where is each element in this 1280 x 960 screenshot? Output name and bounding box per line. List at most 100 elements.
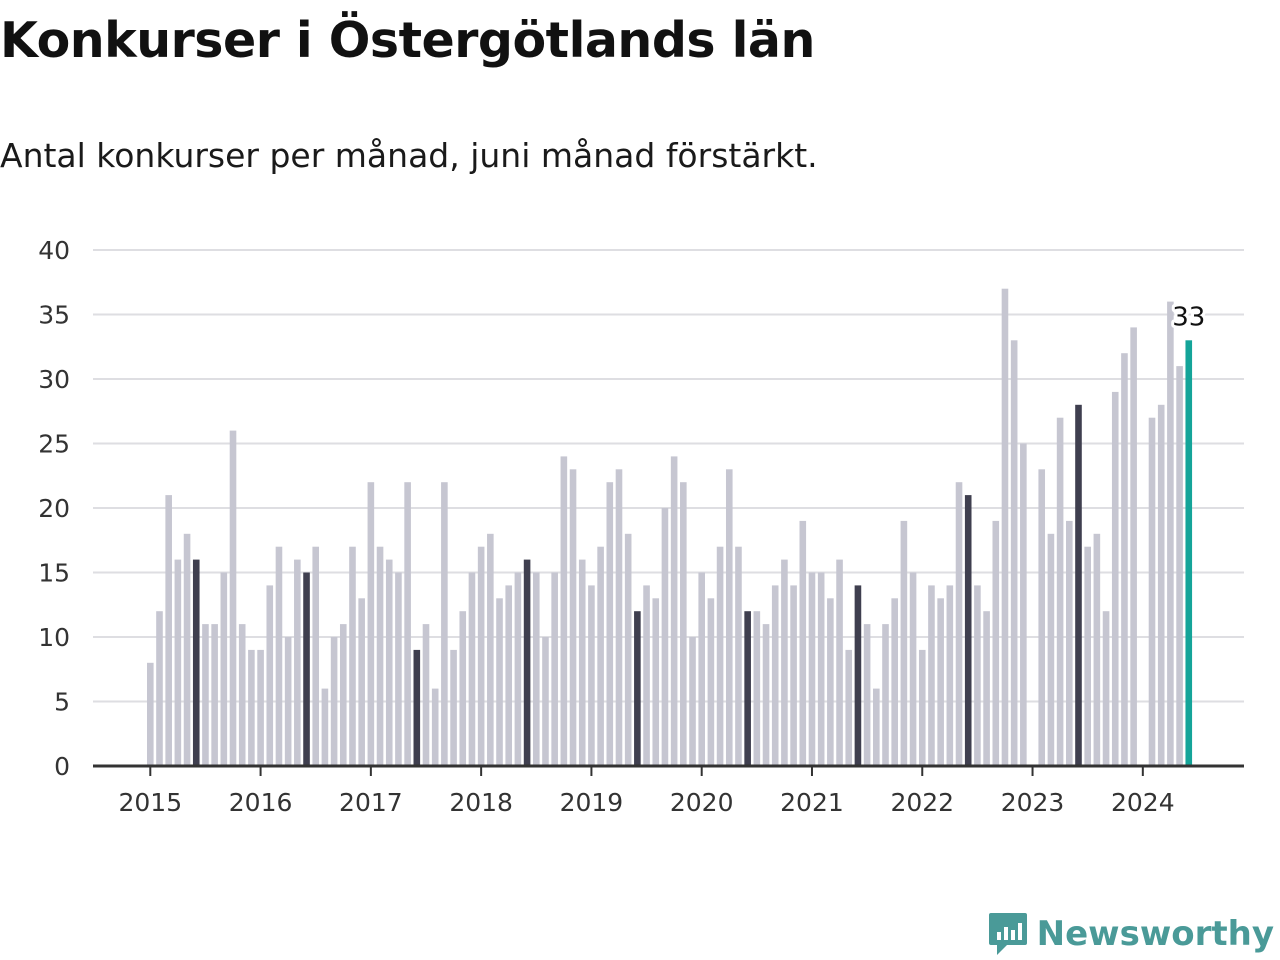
gridlines <box>93 249 1244 703</box>
bar <box>955 482 963 766</box>
y-axis-ticks: 0 5 10 15 20 25 30 35 40 <box>38 236 70 781</box>
bar <box>183 533 191 766</box>
bar <box>634 611 641 766</box>
bar <box>790 585 797 766</box>
bar-chart: 0 5 10 15 20 25 30 35 40 2015 2016 2017 2018 2019 202… <box>38 236 1244 817</box>
x-tick-label: 2022 <box>890 788 954 817</box>
bar <box>229 430 237 766</box>
bar <box>1010 340 1018 766</box>
bar <box>983 611 990 766</box>
bar <box>882 624 889 766</box>
bar <box>532 572 540 766</box>
bar <box>1093 533 1101 766</box>
bar <box>909 572 917 766</box>
bar <box>753 611 761 766</box>
bar <box>505 585 513 766</box>
bar <box>845 649 853 766</box>
x-tick-label: 2021 <box>780 788 844 817</box>
bar <box>1047 533 1055 766</box>
bar <box>238 624 246 766</box>
y-tick-label: 30 <box>38 365 70 394</box>
bar <box>597 546 604 766</box>
bar <box>643 585 650 766</box>
bar <box>992 520 1000 766</box>
x-tick-label: 2017 <box>339 788 403 817</box>
bar <box>156 611 163 766</box>
bar <box>744 611 751 766</box>
bar <box>698 572 705 766</box>
bar <box>1084 546 1091 766</box>
bar <box>542 637 549 766</box>
x-tick-label: 2019 <box>560 788 624 817</box>
bar <box>551 572 558 766</box>
bar <box>441 482 448 766</box>
bar <box>496 598 503 766</box>
bar <box>606 482 614 766</box>
bar <box>624 533 632 766</box>
bar <box>367 482 375 766</box>
bar <box>330 637 338 766</box>
y-tick-label: 10 <box>38 623 70 652</box>
bar <box>339 624 347 766</box>
bar <box>284 637 292 766</box>
bar <box>257 649 264 766</box>
x-tick-label: 2024 <box>1111 788 1175 817</box>
bar <box>266 585 274 766</box>
bar <box>468 572 476 766</box>
bar <box>1176 366 1183 766</box>
x-axis-ticks: 2015 2016 2017 2018 2019 2020 2021 2022 2023 2024 <box>118 766 1175 817</box>
bar <box>707 598 715 766</box>
bar <box>192 559 200 766</box>
bar <box>716 546 724 766</box>
bar <box>578 559 586 766</box>
x-tick-label: 2020 <box>670 788 734 817</box>
bar <box>615 469 623 766</box>
bar <box>294 559 301 766</box>
bar <box>487 533 494 766</box>
data-labels: 33 <box>1169 299 1208 335</box>
bar <box>928 585 935 766</box>
bar <box>312 546 320 766</box>
bar <box>1167 301 1174 766</box>
bar <box>174 559 182 766</box>
chart-title: Konkurser i Östergötlands län <box>0 12 815 69</box>
bar <box>376 546 384 766</box>
bar <box>1038 469 1046 766</box>
bar <box>762 624 770 766</box>
bar <box>404 482 411 766</box>
y-tick-label: 20 <box>38 494 70 523</box>
bar <box>450 649 457 766</box>
newsworthy-chart-bubble-icon <box>988 913 1027 955</box>
y-tick-label: 0 <box>54 752 70 781</box>
bar <box>358 598 365 766</box>
bar <box>964 495 972 766</box>
bar <box>588 585 595 766</box>
bar <box>873 688 880 766</box>
x-tick-label: 2015 <box>118 788 182 817</box>
logo-text: Newsworthy <box>1036 914 1274 954</box>
bar <box>670 456 678 766</box>
bar <box>1020 443 1027 766</box>
bar <box>431 688 439 766</box>
bar <box>799 520 807 766</box>
x-tick-label: 2016 <box>229 788 293 817</box>
bar <box>652 598 660 766</box>
bar <box>891 598 898 766</box>
bar <box>808 572 816 766</box>
bar <box>1111 391 1119 766</box>
bar <box>147 662 154 766</box>
bar <box>248 649 255 766</box>
bar <box>202 624 209 766</box>
bar <box>395 572 402 766</box>
bar <box>349 546 356 766</box>
bar <box>863 624 871 766</box>
bar <box>1157 404 1165 766</box>
bar <box>165 495 172 766</box>
y-tick-label: 15 <box>38 559 70 588</box>
bar <box>1056 417 1064 766</box>
bar <box>1185 340 1193 766</box>
bar <box>1066 520 1073 766</box>
bar <box>211 624 218 766</box>
bar <box>477 546 485 766</box>
bar <box>1102 611 1110 766</box>
